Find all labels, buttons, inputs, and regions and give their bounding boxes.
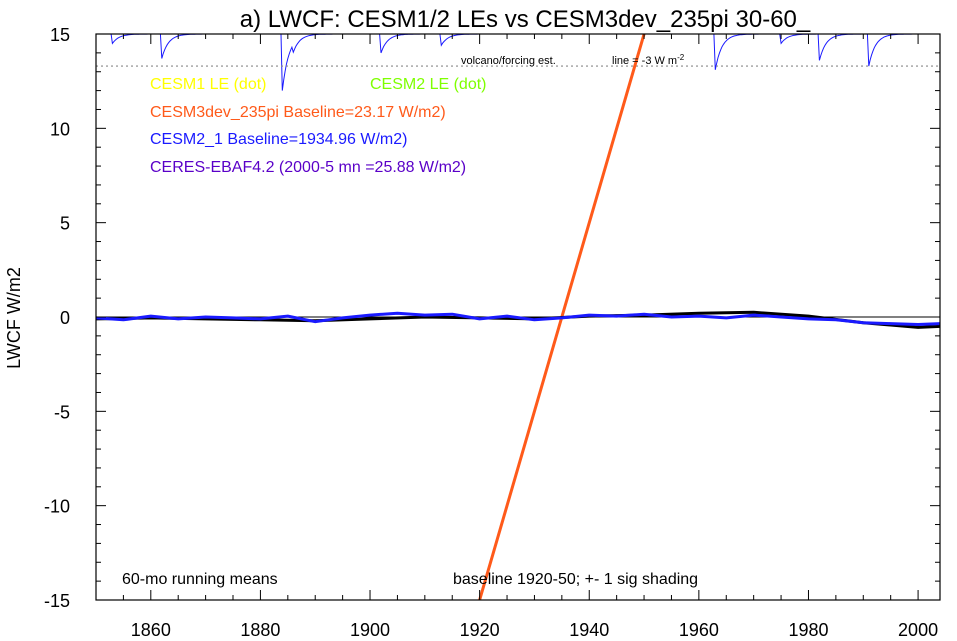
x-tick-label: 1920 (460, 620, 500, 640)
y-tick-label: -5 (54, 402, 70, 422)
x-tick-label: 1900 (350, 620, 390, 640)
y-tick-label: 15 (50, 25, 70, 45)
legend-entry-3: CESM2_1 Baseline=1934.96 W/m2) (150, 131, 407, 148)
series-group (96, 34, 940, 600)
legend-entry-4: CERES-EBAF4.2 (2000-5 mn =25.88 W/m2) (150, 159, 466, 176)
series-line-2 (96, 311, 940, 326)
y-tick-label: 0 (60, 308, 70, 328)
annotation-volcano: volcano/forcing est. (461, 55, 556, 67)
x-tick-label: 1980 (788, 620, 828, 640)
y-axis-label: LWCF W/m2 (4, 267, 24, 369)
annotation-baseline: baseline 1920-50; +- 1 sig shading (453, 571, 698, 588)
legend-entry-2: CESM3dev_235pi Baseline=23.17 W/m2) (150, 104, 446, 121)
x-tick-label: 2000 (898, 620, 938, 640)
y-tick-label: 5 (60, 214, 70, 234)
x-tick-label: 1860 (131, 620, 171, 640)
legend: CESM1 LE (dot) CESM2 LE (dot) CESM3dev_235… (150, 76, 486, 176)
y-tick-label: -15 (44, 591, 70, 611)
annotation-line: line = -3 W m-2 (612, 53, 685, 67)
x-tick-label: 1880 (240, 620, 280, 640)
axis-ticks: 1860 1880 1900 1920 1940 1960 1980 2000 15 10 5 0 -5… (44, 25, 940, 640)
y-tick-label: -10 (44, 497, 70, 517)
annotation-line-text: line = -3 W m (612, 55, 677, 67)
x-tick-label: 1960 (679, 620, 719, 640)
annotation-running-means: 60-mo running means (122, 571, 278, 588)
chart-title: a) LWCF: CESM1/2 LEs vs CESM3dev_235pi 3… (240, 6, 811, 33)
annotation-line-exp: -2 (677, 53, 685, 62)
y-tick-label: 10 (50, 119, 70, 139)
x-tick-label: 1940 (569, 620, 609, 640)
plot-frame (95, 33, 941, 601)
legend-entry-1: CESM2 LE (dot) (370, 76, 486, 93)
legend-entry-0: CESM1 LE (dot) (150, 76, 266, 93)
